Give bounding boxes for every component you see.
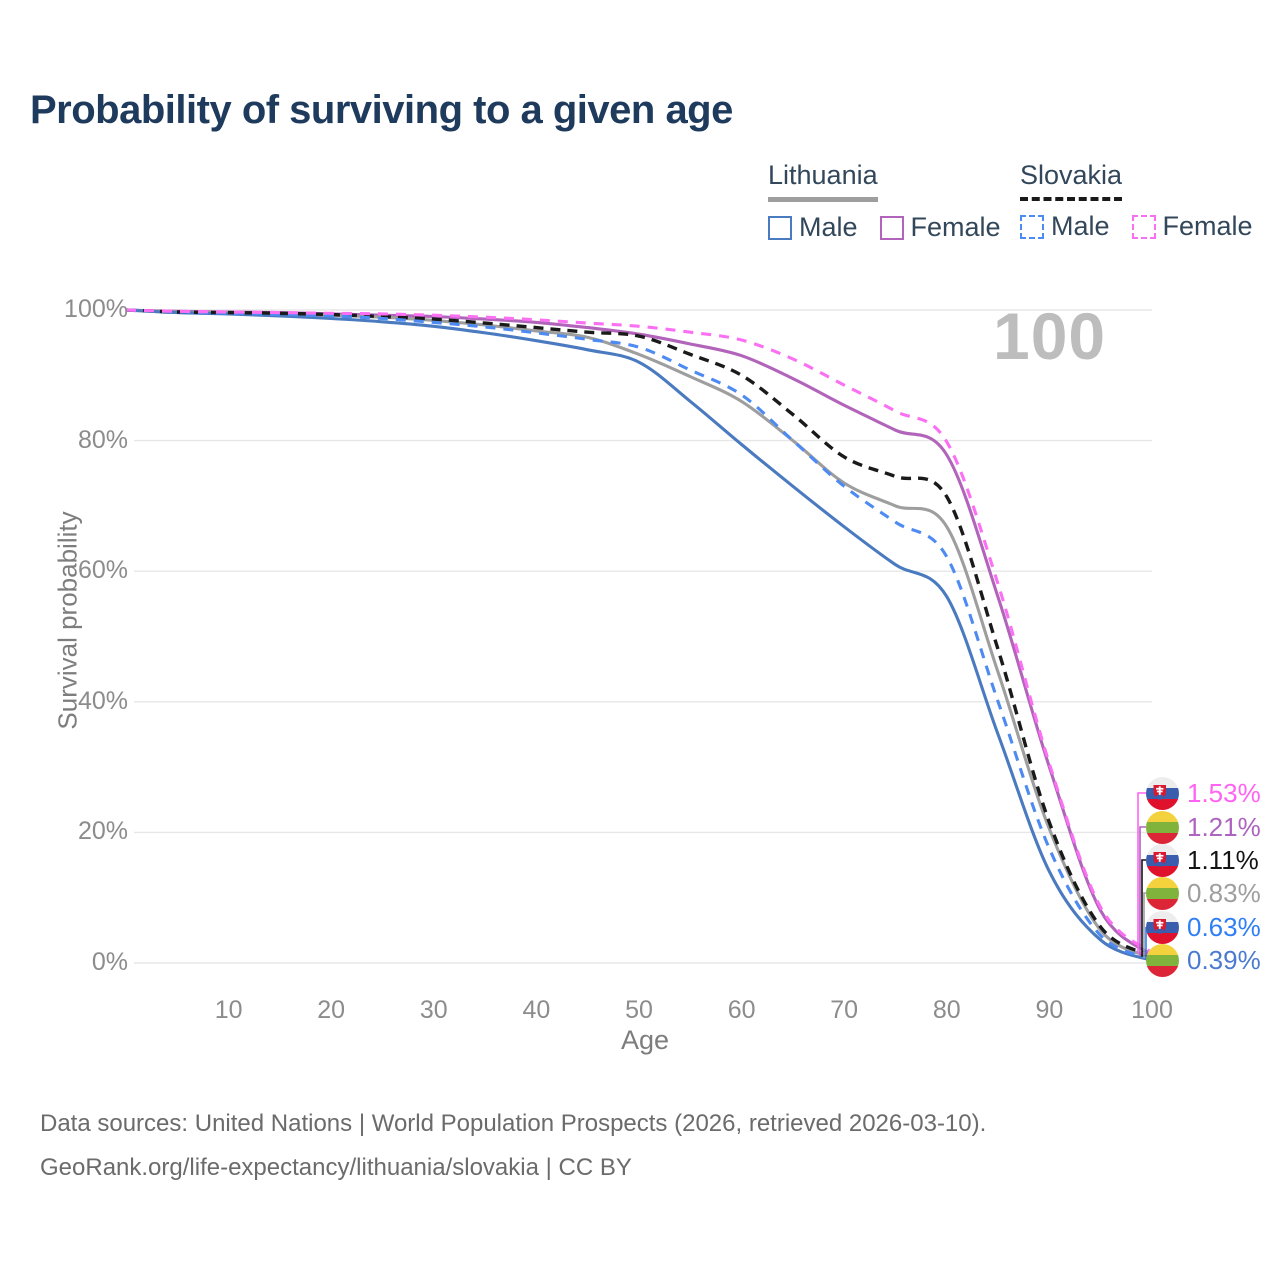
end-label-lithuania-male: 0.39% — [1146, 943, 1261, 977]
legend-group-lithuania: Lithuania Male Female — [768, 160, 1023, 243]
end-label-value: 0.39% — [1187, 944, 1261, 975]
slovakia-flag — [1146, 910, 1179, 944]
footer: Data sources: United Nations | World Pop… — [40, 1102, 986, 1190]
slovakia-flag-icon — [1146, 776, 1179, 810]
series-line-slovakia-total — [125, 308, 1153, 958]
lithuania-flag — [1146, 810, 1179, 844]
legend-item-label: Male — [1051, 211, 1110, 241]
y-tick-label: 0% — [91, 948, 128, 976]
end-label-slovakia-total: 1.11% — [1146, 843, 1259, 877]
legend-item-lithuania-female[interactable]: Female — [879, 212, 1001, 243]
series-line-slovakia-female — [125, 308, 1154, 955]
lithuania-male-swatch-icon — [768, 215, 792, 240]
lithuania-flag-icon — [1146, 876, 1179, 910]
lithuania-female-swatch-icon — [879, 215, 904, 240]
x-tick-label: 10 — [214, 996, 243, 1024]
y-tick-label: 60% — [77, 556, 128, 585]
legend-item-lithuania-male[interactable]: Male — [768, 212, 858, 243]
y-axis-title: Survival probability — [52, 511, 83, 730]
x-tick-label: 90 — [1035, 996, 1064, 1024]
end-label-slovakia-male: 0.63% — [1146, 910, 1261, 944]
legend-item-label: Male — [799, 212, 858, 242]
x-tick-label: 70 — [830, 996, 859, 1024]
end-label-value: 1.21% — [1187, 811, 1261, 842]
legend-group-slovakia-header[interactable]: Slovakia — [1020, 160, 1123, 201]
footer-url-line: GeoRank.org/life-expectancy/lithuania/sl… — [40, 1154, 632, 1181]
x-tick-label: 100 — [1131, 996, 1173, 1024]
end-label-value: 1.53% — [1187, 777, 1261, 808]
slovakia-flag — [1146, 843, 1179, 877]
slovakia-male-swatch-icon — [1020, 214, 1044, 239]
legend-item-label: Female — [1162, 211, 1253, 241]
legend-item-slovakia-male[interactable]: Male — [1020, 211, 1110, 242]
legend-items-lithuania: Male Female — [768, 212, 1023, 243]
legend-item-label: Female — [910, 212, 1001, 242]
lithuania-flag — [1146, 876, 1179, 910]
lithuania-flag — [1146, 943, 1179, 977]
x-tick-label: 60 — [727, 996, 756, 1024]
legend-item-slovakia-female[interactable]: Female — [1131, 211, 1253, 242]
y-tick-label: 20% — [77, 817, 128, 846]
end-label-lithuania-total: 0.83% — [1146, 876, 1261, 910]
x-tick-label: 80 — [932, 996, 961, 1024]
age-indicator-watermark: 100 — [993, 299, 1107, 373]
chart-title: Probability of surviving to a given age — [30, 88, 733, 132]
end-label-value: 1.11% — [1187, 844, 1259, 875]
end-label-value: 0.63% — [1187, 911, 1261, 942]
series-line-lithuania-male — [125, 308, 1153, 962]
y-tick-label: 80% — [77, 425, 128, 454]
series-line-lithuania-total — [125, 308, 1153, 960]
lithuania-flag-icon — [1146, 943, 1179, 977]
slovakia-flag — [1146, 776, 1179, 810]
end-label-value: 0.83% — [1187, 877, 1261, 908]
x-tick-label: 40 — [522, 996, 551, 1024]
end-label-lithuania-female: 1.21% — [1146, 810, 1261, 844]
legend-group-lithuania-header[interactable]: Lithuania — [768, 160, 878, 202]
slovakia-flag-icon — [1146, 843, 1179, 877]
series-line-slovakia-male — [125, 308, 1153, 961]
y-tick-label: 100% — [64, 295, 128, 323]
y-tick-label: 40% — [77, 686, 128, 715]
x-tick-label: 20 — [317, 996, 346, 1024]
lithuania-flag-icon — [1146, 810, 1179, 844]
legend-items-slovakia: Male Female — [1020, 211, 1275, 242]
legend-group-slovakia: Slovakia Male Female — [1020, 160, 1275, 242]
end-label-slovakia-female: 1.53% — [1146, 776, 1261, 810]
x-tick-label: 50 — [625, 996, 653, 1024]
series-line-lithuania-female — [125, 308, 1154, 957]
slovakia-flag-icon — [1146, 910, 1179, 944]
slovakia-female-swatch-icon — [1131, 214, 1156, 239]
footer-source-line: Data sources: United Nations | World Pop… — [40, 1110, 987, 1137]
x-tick-label: 30 — [419, 996, 448, 1024]
x-axis-title: Age — [620, 1025, 670, 1055]
